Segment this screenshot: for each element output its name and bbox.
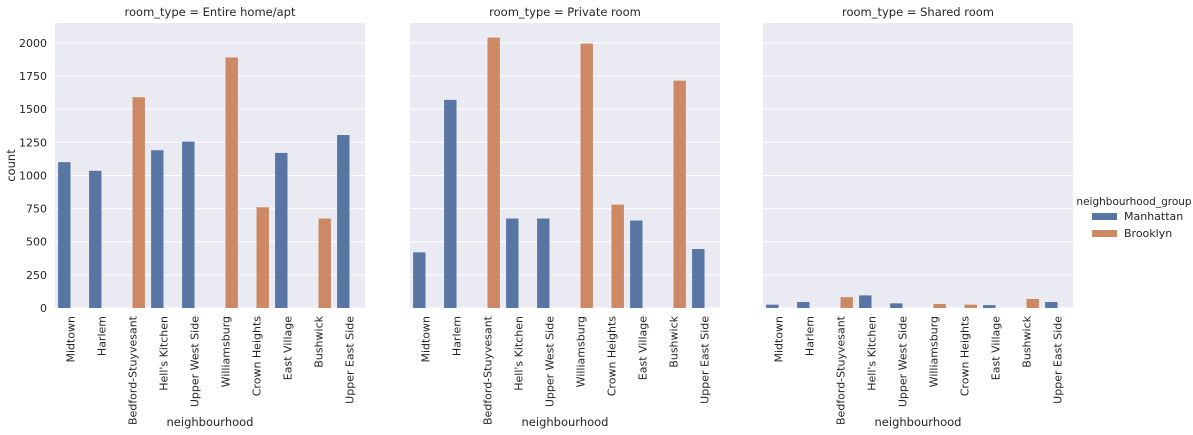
y-axis-label: count [4, 149, 18, 182]
bar-manhattan [890, 303, 903, 308]
bar-manhattan [797, 302, 810, 308]
y-tick-label: 1750 [19, 70, 47, 83]
bar-manhattan [537, 218, 550, 308]
bar-manhattan [337, 135, 350, 308]
bar-brooklyn [1026, 298, 1039, 308]
facet-panel-1: Midtown Harlem Bedford-Stuyvesant Hell's Ki… [55, 5, 365, 429]
bar-manhattan [766, 304, 779, 308]
legend-swatch-brooklyn [1092, 230, 1117, 237]
bar-manhattan [1045, 302, 1058, 308]
y-tick-label: 250 [26, 269, 47, 282]
x-axis-label: neighbourhood [875, 415, 962, 429]
bar-manhattan [630, 220, 643, 308]
y-tick-label: 1500 [19, 103, 47, 116]
bar-brooklyn [256, 207, 269, 308]
bar-manhattan [859, 295, 872, 308]
bar-manhattan [182, 141, 195, 308]
y-tick-label: 750 [26, 203, 47, 216]
x-tick-label: Crown Heights [959, 316, 972, 397]
facet-title: room_type = Private room [489, 5, 641, 19]
facet-title: room_type = Entire home/apt [125, 5, 296, 19]
bar-manhattan [151, 150, 164, 308]
x-tick-label: Upper East Side [699, 316, 712, 404]
bar-brooklyn [580, 43, 593, 309]
bar-brooklyn [840, 297, 853, 308]
x-tick-label: Williamsburg [928, 316, 941, 387]
x-tick-label: Bushwick [313, 315, 326, 367]
legend-swatch-manhattan [1092, 213, 1117, 220]
x-tick-label: Midtown [773, 316, 786, 363]
x-tick-label: Harlem [96, 316, 109, 356]
bar-manhattan [983, 305, 996, 308]
x-tick-label: Williamsburg [575, 316, 588, 387]
plot-background [763, 23, 1073, 308]
x-axis-label: neighbourhood [522, 415, 609, 429]
x-tick-label: Upper West Side [897, 316, 910, 407]
bar-brooklyn [611, 204, 624, 308]
y-tick-label: 2000 [19, 37, 47, 50]
x-tick-label: Harlem [804, 316, 817, 356]
bar-brooklyn [225, 57, 238, 308]
bar-brooklyn [318, 218, 331, 308]
bar-brooklyn [132, 97, 145, 308]
bar-brooklyn [964, 304, 977, 308]
bar-manhattan [506, 218, 519, 308]
x-tick-label: East Village [637, 316, 650, 380]
bar-manhattan [58, 162, 71, 308]
bar-brooklyn [933, 304, 946, 308]
x-tick-label: Upper West Side [544, 316, 557, 407]
facet-title: room_type = Shared room [842, 5, 994, 19]
legend-title: neighbourhood_group [1076, 196, 1191, 208]
y-tick-label: 500 [26, 236, 47, 249]
plot-background [410, 23, 720, 308]
x-tick-label: Bedford-Stuyvesant [482, 315, 495, 425]
x-tick-label: Hell's Kitchen [513, 316, 526, 391]
bar-manhattan [89, 170, 102, 308]
x-tick-label: Upper East Side [1052, 316, 1065, 404]
x-tick-label: East Village [990, 316, 1003, 380]
legend: neighbourhood_group Manhattan Brooklyn [1076, 196, 1191, 240]
legend-label-manhattan: Manhattan [1124, 210, 1183, 223]
y-tick-label: 0 [40, 302, 47, 315]
y-tick-label: 1250 [19, 136, 47, 149]
bar-manhattan [692, 249, 705, 308]
x-tick-label: Bedford-Stuyvesant [127, 315, 140, 425]
bar-brooklyn [673, 80, 686, 309]
x-tick-label: East Village [282, 316, 295, 380]
bar-brooklyn [487, 37, 500, 309]
x-tick-label: Upper West Side [189, 316, 202, 407]
x-tick-label: Midtown [420, 316, 433, 363]
facet-panel-3: Midtown Harlem Bedford-Stuyvesant Hell's Ki… [763, 5, 1073, 429]
bar-manhattan [444, 99, 457, 308]
x-tick-label: Bushwick [1021, 315, 1034, 367]
x-tick-label: Crown Heights [606, 316, 619, 397]
x-tick-label: Midtown [65, 316, 78, 363]
plot-background [55, 23, 365, 308]
facet-panel-2: Midtown Harlem Bedford-Stuyvesant Hell's Ki… [410, 5, 720, 429]
x-tick-label: Hell's Kitchen [866, 316, 879, 391]
x-tick-label: Williamsburg [220, 316, 233, 387]
y-tick-label: 1000 [19, 169, 47, 182]
legend-label-brooklyn: Brooklyn [1124, 227, 1172, 240]
x-tick-label: Upper East Side [344, 316, 357, 404]
x-tick-label: Hell's Kitchen [158, 316, 171, 391]
x-tick-label: Bedford-Stuyvesant [835, 315, 848, 425]
x-tick-label: Harlem [451, 316, 464, 356]
x-tick-label: Bushwick [668, 315, 681, 367]
bar-manhattan [275, 152, 288, 308]
bar-manhattan [413, 252, 426, 308]
x-tick-label: Crown Heights [251, 316, 264, 397]
x-axis-label: neighbourhood [167, 415, 254, 429]
